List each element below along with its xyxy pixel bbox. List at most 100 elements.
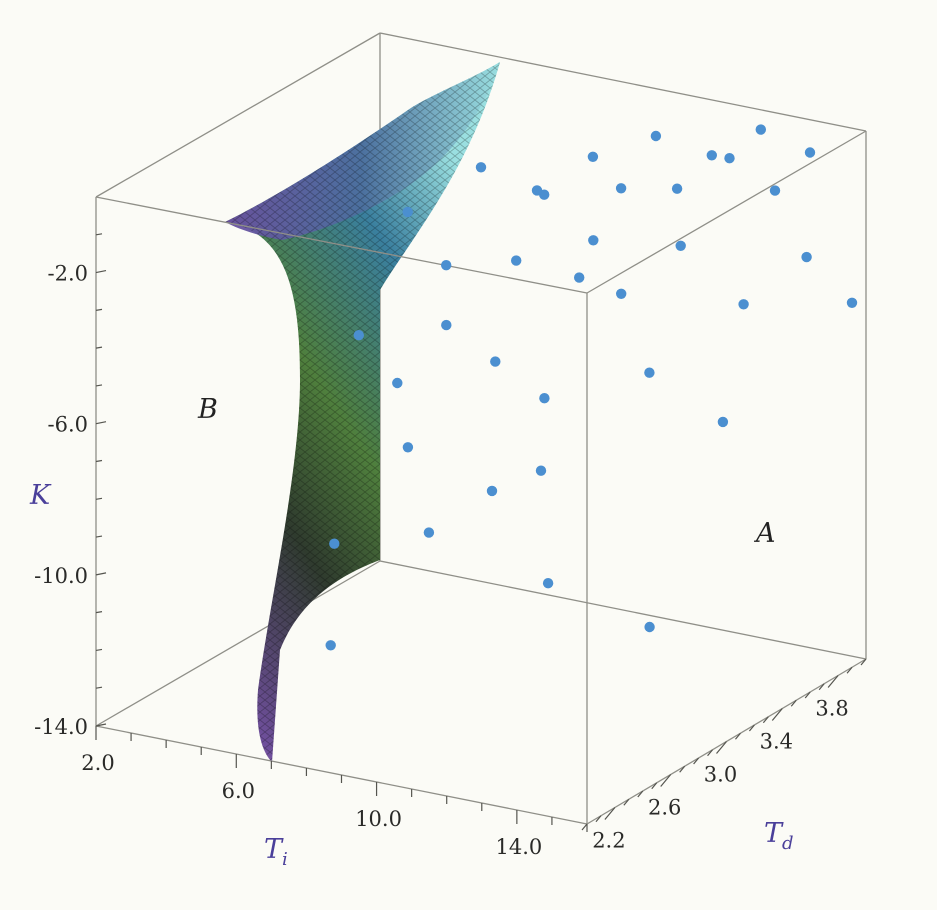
axis-labels: -2.0 -6.0 -10.0 -14.0 2.0 6.0 10.0 14.0 2.2 2.6 3.… bbox=[34, 262, 849, 859]
data-point bbox=[801, 251, 812, 263]
y-axis-tick bbox=[679, 765, 686, 773]
y-axis-tick bbox=[637, 790, 644, 798]
data-point bbox=[511, 255, 522, 266]
y-axis-tick bbox=[804, 691, 811, 699]
x-axis-title-main: T bbox=[264, 834, 284, 865]
z-axis-tick bbox=[95, 686, 103, 689]
z-axis-tick bbox=[95, 723, 107, 727]
data-point bbox=[531, 185, 543, 196]
box-back-edges bbox=[95, 32, 867, 727]
data-point bbox=[392, 377, 403, 389]
z-axis-tick bbox=[95, 384, 103, 387]
data-point bbox=[402, 442, 414, 453]
y-axis-tick bbox=[748, 724, 755, 732]
data-point bbox=[587, 151, 599, 162]
z-axis-tick-label: -6.0 bbox=[48, 413, 89, 437]
y-axis-tick bbox=[651, 782, 658, 790]
y-axis-tick bbox=[762, 716, 769, 724]
data-point bbox=[441, 260, 452, 271]
y-axis-tick bbox=[716, 741, 727, 754]
data-point bbox=[535, 465, 547, 476]
data-point bbox=[650, 130, 662, 142]
data-point bbox=[402, 206, 413, 218]
x-axis-tick-label: 14.0 bbox=[495, 835, 542, 859]
data-point bbox=[804, 147, 816, 158]
y-axis-tick bbox=[707, 749, 714, 757]
surface-mesh bbox=[225, 62, 500, 762]
region-label-b: B bbox=[197, 394, 218, 425]
data-point bbox=[574, 272, 585, 283]
box-edge bbox=[95, 560, 381, 727]
data-point bbox=[475, 162, 487, 173]
data-point bbox=[539, 393, 550, 404]
y-axis-title-sub: d bbox=[782, 833, 794, 854]
y-axis-tick bbox=[846, 666, 853, 674]
y-axis-tick bbox=[660, 774, 672, 787]
y-axis-tick bbox=[604, 807, 616, 820]
box-edge bbox=[379, 32, 867, 132]
data-point bbox=[616, 288, 627, 299]
y-axis-tick bbox=[860, 658, 867, 666]
y-axis-tick bbox=[595, 815, 602, 823]
y-axis-tick bbox=[790, 699, 797, 707]
z-axis-title: K bbox=[29, 480, 52, 511]
data-point bbox=[846, 297, 858, 308]
data-points bbox=[325, 124, 858, 651]
data-point bbox=[588, 235, 599, 246]
z-axis-tick bbox=[95, 459, 103, 463]
y-axis-tick bbox=[827, 675, 839, 688]
data-point bbox=[738, 299, 749, 310]
x-axis-title: Ti bbox=[264, 834, 288, 870]
y-axis-tick-label: 3.0 bbox=[704, 763, 737, 787]
z-axis-tick-label: -2.0 bbox=[48, 262, 89, 286]
box-edge bbox=[95, 196, 588, 294]
y-axis-tick bbox=[771, 708, 783, 721]
data-point bbox=[325, 640, 336, 651]
z-axis-tick-label: -14.0 bbox=[34, 715, 88, 739]
data-point bbox=[615, 183, 627, 194]
data-point bbox=[671, 183, 683, 194]
z-axis-tick bbox=[95, 233, 103, 236]
y-axis-tick bbox=[818, 683, 825, 691]
data-point bbox=[706, 150, 717, 161]
z-axis-tick bbox=[95, 648, 103, 652]
y-axis-tick bbox=[734, 732, 741, 740]
y-axis-tick-label: 2.6 bbox=[648, 796, 681, 820]
x-axis-tick-label: 6.0 bbox=[222, 779, 255, 803]
z-axis-tick bbox=[95, 346, 103, 349]
y-axis-tick-label: 3.8 bbox=[815, 697, 848, 721]
data-point bbox=[644, 621, 655, 633]
box-front-edges bbox=[95, 130, 867, 825]
region-label-a: A bbox=[753, 518, 776, 549]
y-axis-tick bbox=[693, 757, 700, 765]
stability-surface bbox=[225, 62, 500, 762]
x-axis-tick-label: 10.0 bbox=[355, 807, 402, 831]
data-point bbox=[717, 416, 729, 428]
x-axis-title-sub: i bbox=[282, 849, 288, 870]
z-axis-tick-label: -10.0 bbox=[34, 564, 88, 588]
data-point bbox=[441, 319, 452, 331]
box-edge bbox=[379, 560, 867, 660]
data-point bbox=[675, 240, 686, 251]
y-axis-tick bbox=[623, 798, 630, 806]
data-point bbox=[542, 578, 554, 589]
x-axis-tick-label: 2.0 bbox=[81, 751, 114, 775]
y-axis-title: Td bbox=[764, 818, 794, 854]
y-axis-title-main: T bbox=[764, 818, 784, 849]
z-axis-tick bbox=[95, 421, 107, 425]
data-point bbox=[486, 485, 498, 497]
data-point bbox=[423, 527, 435, 538]
data-point bbox=[329, 538, 340, 549]
z-axis-tick bbox=[95, 269, 107, 274]
z-axis-tick bbox=[95, 611, 103, 614]
data-point bbox=[644, 367, 655, 378]
z-axis-tick bbox=[95, 572, 107, 576]
y-axis-tick bbox=[581, 823, 588, 831]
axis-ticks bbox=[95, 233, 867, 832]
y-axis-tick-label: 3.4 bbox=[760, 730, 793, 754]
data-point bbox=[724, 153, 735, 164]
y-axis-tick-label: 2.2 bbox=[592, 829, 625, 853]
box-edge bbox=[586, 130, 867, 294]
